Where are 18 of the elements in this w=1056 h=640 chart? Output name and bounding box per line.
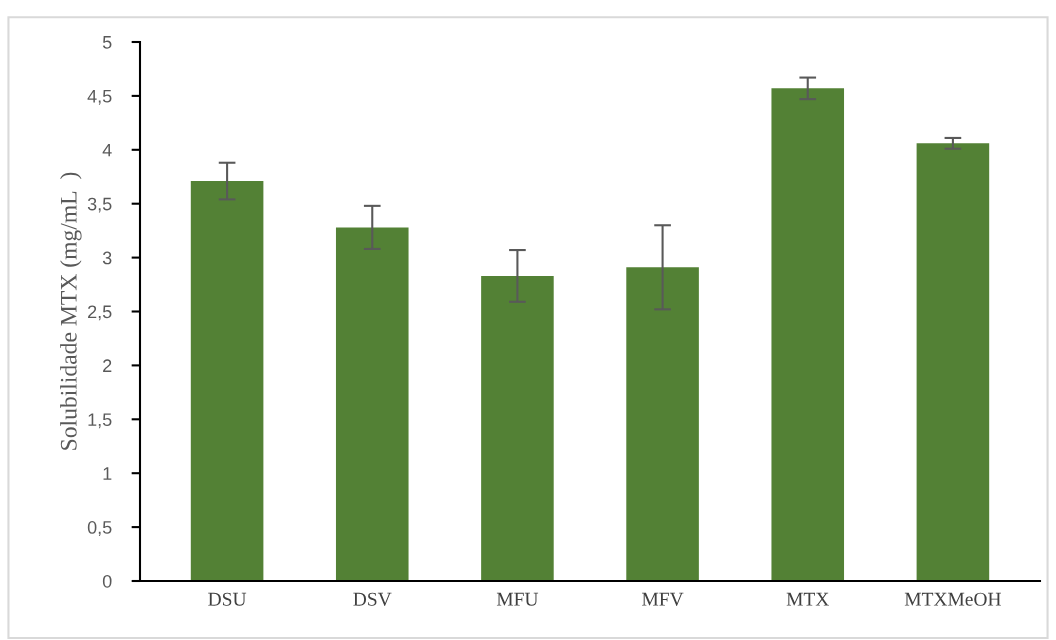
y-tick-label: 0 <box>102 574 112 588</box>
x-tick-label: MFU <box>496 592 539 606</box>
x-tick-label: MFV <box>642 592 684 606</box>
y-axis-title: Solubilidade MTX (mg/mL ) <box>60 172 82 450</box>
x-tick-label: DSV <box>353 592 392 606</box>
y-tick-label: 4,5 <box>87 90 112 105</box>
y-tick-label: 3 <box>102 251 112 265</box>
y-tick-label: 1 <box>103 467 112 480</box>
x-tick-label: MTX <box>786 592 829 606</box>
y-tick-label: 1,5 <box>88 413 112 429</box>
y-tick-label: 4 <box>102 143 112 157</box>
x-tick-label: MTXMeOH <box>904 592 1001 606</box>
y-tick-label: 5 <box>102 36 112 49</box>
x-tick-label: DSU <box>208 592 247 606</box>
y-tick-label: 3,5 <box>87 197 112 213</box>
y-tick-label: 2 <box>103 359 112 372</box>
y-tick-label: 0,5 <box>87 521 112 536</box>
y-tick-label: 2,5 <box>88 305 112 321</box>
